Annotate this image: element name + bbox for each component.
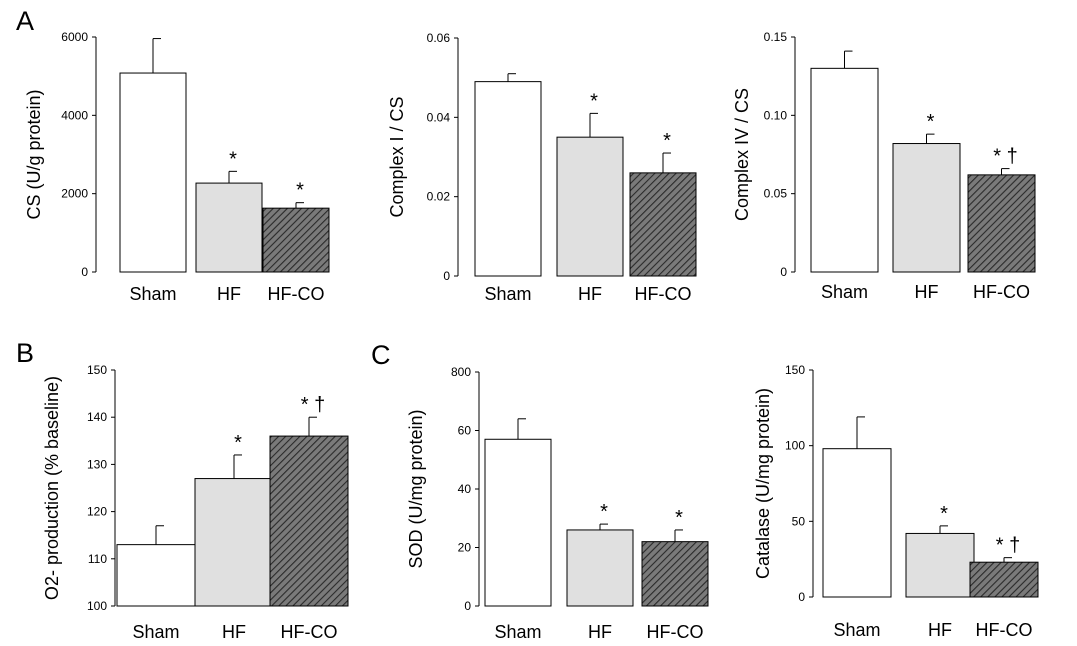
bar: [195, 182, 263, 273]
bar: [269, 435, 349, 607]
bar: [116, 544, 196, 607]
bar: [629, 172, 697, 277]
category-label: Sham: [833, 620, 880, 640]
category-label: HF-CO: [281, 622, 338, 642]
panel-letter-b: B: [16, 338, 35, 368]
y-tick-label: 0.15: [764, 30, 788, 44]
y-tick-label: 150: [785, 363, 805, 377]
bar: [566, 529, 634, 607]
significance-label: *: [296, 180, 304, 202]
category-label: HF-CO: [268, 284, 325, 304]
category-label: Sham: [129, 284, 176, 304]
y-tick-label: 20: [458, 541, 472, 555]
significance-label: * †: [993, 146, 1017, 168]
bar: [194, 478, 274, 607]
category-label: Sham: [484, 284, 531, 304]
bar: [967, 174, 1036, 273]
y-tick-label: 130: [87, 457, 107, 471]
category-label: Sham: [132, 622, 179, 642]
y-tick-label: 140: [87, 410, 107, 424]
category-label: HF: [915, 282, 939, 302]
panel-letter-c: C: [371, 340, 391, 370]
category-label: HF-CO: [635, 284, 692, 304]
category-label: Sham: [821, 282, 868, 302]
bar: [556, 136, 624, 277]
panel-letter-a: A: [16, 6, 35, 36]
chart-catalase: 0 50 100 150 Catalase (U/mg protein) Sham * HF *…: [753, 363, 1039, 640]
y-tick-label: 0.05: [764, 187, 788, 201]
y-axis-label: SOD (U/mg protein): [406, 409, 426, 568]
y-tick-label: 60: [458, 424, 472, 438]
chart-cs: 0 2000 4000 6000 CS (U/g protein) Sham * HF * HF-…: [24, 30, 330, 304]
bar: [641, 541, 709, 607]
y-tick-label: 0.04: [427, 110, 451, 124]
bar: [484, 438, 552, 607]
y-tick-label: 0: [443, 269, 450, 283]
y-tick-label: 0: [780, 265, 787, 279]
y-tick-label: 40: [458, 482, 472, 496]
significance-label: *: [590, 90, 598, 112]
y-tick-label: 0: [798, 590, 805, 604]
category-label: HF-CO: [647, 622, 704, 642]
bar: [905, 532, 975, 598]
significance-label: *: [940, 503, 948, 525]
y-tick-label: 2000: [61, 187, 88, 201]
significance-label: * †: [301, 394, 325, 416]
chart-o2-production: 100 110 120 130 140 150 O2- production (% base…: [42, 363, 349, 642]
significance-label: *: [600, 501, 608, 523]
y-tick-label: 50: [792, 514, 806, 528]
y-tick-label: 0: [81, 265, 88, 279]
chart-complex-iv-cs: 0 0.05 0.10 0.15 Complex IV / CS Sham * HF * † HF…: [732, 30, 1036, 302]
category-label: HF-CO: [973, 282, 1030, 302]
bar: [810, 67, 879, 273]
category-label: Sham: [494, 622, 541, 642]
category-label: HF: [578, 284, 602, 304]
significance-label: * †: [996, 535, 1020, 557]
y-axis-label: CS (U/g protein): [24, 89, 44, 219]
y-tick-label: 120: [87, 505, 107, 519]
bar: [474, 81, 542, 277]
y-tick-label: 150: [87, 363, 107, 377]
y-axis-label: Complex IV / CS: [732, 88, 752, 221]
chart-sod: 0 20 40 60 800 SOD (U/mg protein) Sham * HF * HF-C…: [406, 365, 709, 642]
significance-label: *: [229, 148, 237, 170]
category-label: HF-CO: [976, 620, 1033, 640]
y-tick-label: 4000: [61, 108, 88, 122]
y-axis-label: Catalase (U/mg protein): [753, 388, 773, 579]
significance-label: *: [675, 507, 683, 529]
significance-label: *: [663, 130, 671, 152]
y-tick-label: 100: [785, 439, 805, 453]
y-tick-label: 6000: [61, 30, 88, 44]
y-tick-label: 100: [87, 599, 107, 613]
category-label: HF: [217, 284, 241, 304]
category-label: HF: [588, 622, 612, 642]
bar: [969, 561, 1039, 598]
y-tick-label: 0.02: [427, 190, 451, 204]
significance-label: *: [927, 111, 935, 133]
bar: [262, 207, 330, 273]
bar: [119, 72, 187, 273]
chart-complex-i-cs: 0 0.02 0.04 0.06 Complex I / CS Sham * HF * HF-CO: [387, 31, 697, 304]
bar: [822, 448, 892, 598]
category-label: HF: [928, 620, 952, 640]
significance-label: *: [234, 432, 242, 454]
y-tick-label: 0: [464, 599, 471, 613]
bar: [892, 143, 961, 273]
y-axis-label: Complex I / CS: [387, 96, 407, 217]
y-tick-label: 110: [88, 552, 107, 566]
y-tick-label: 800: [451, 365, 471, 379]
y-tick-label: 0.06: [427, 31, 451, 45]
y-axis-label: O2- production (% baseline): [42, 376, 62, 600]
y-tick-label: 0.10: [764, 108, 788, 122]
category-label: HF: [222, 622, 246, 642]
